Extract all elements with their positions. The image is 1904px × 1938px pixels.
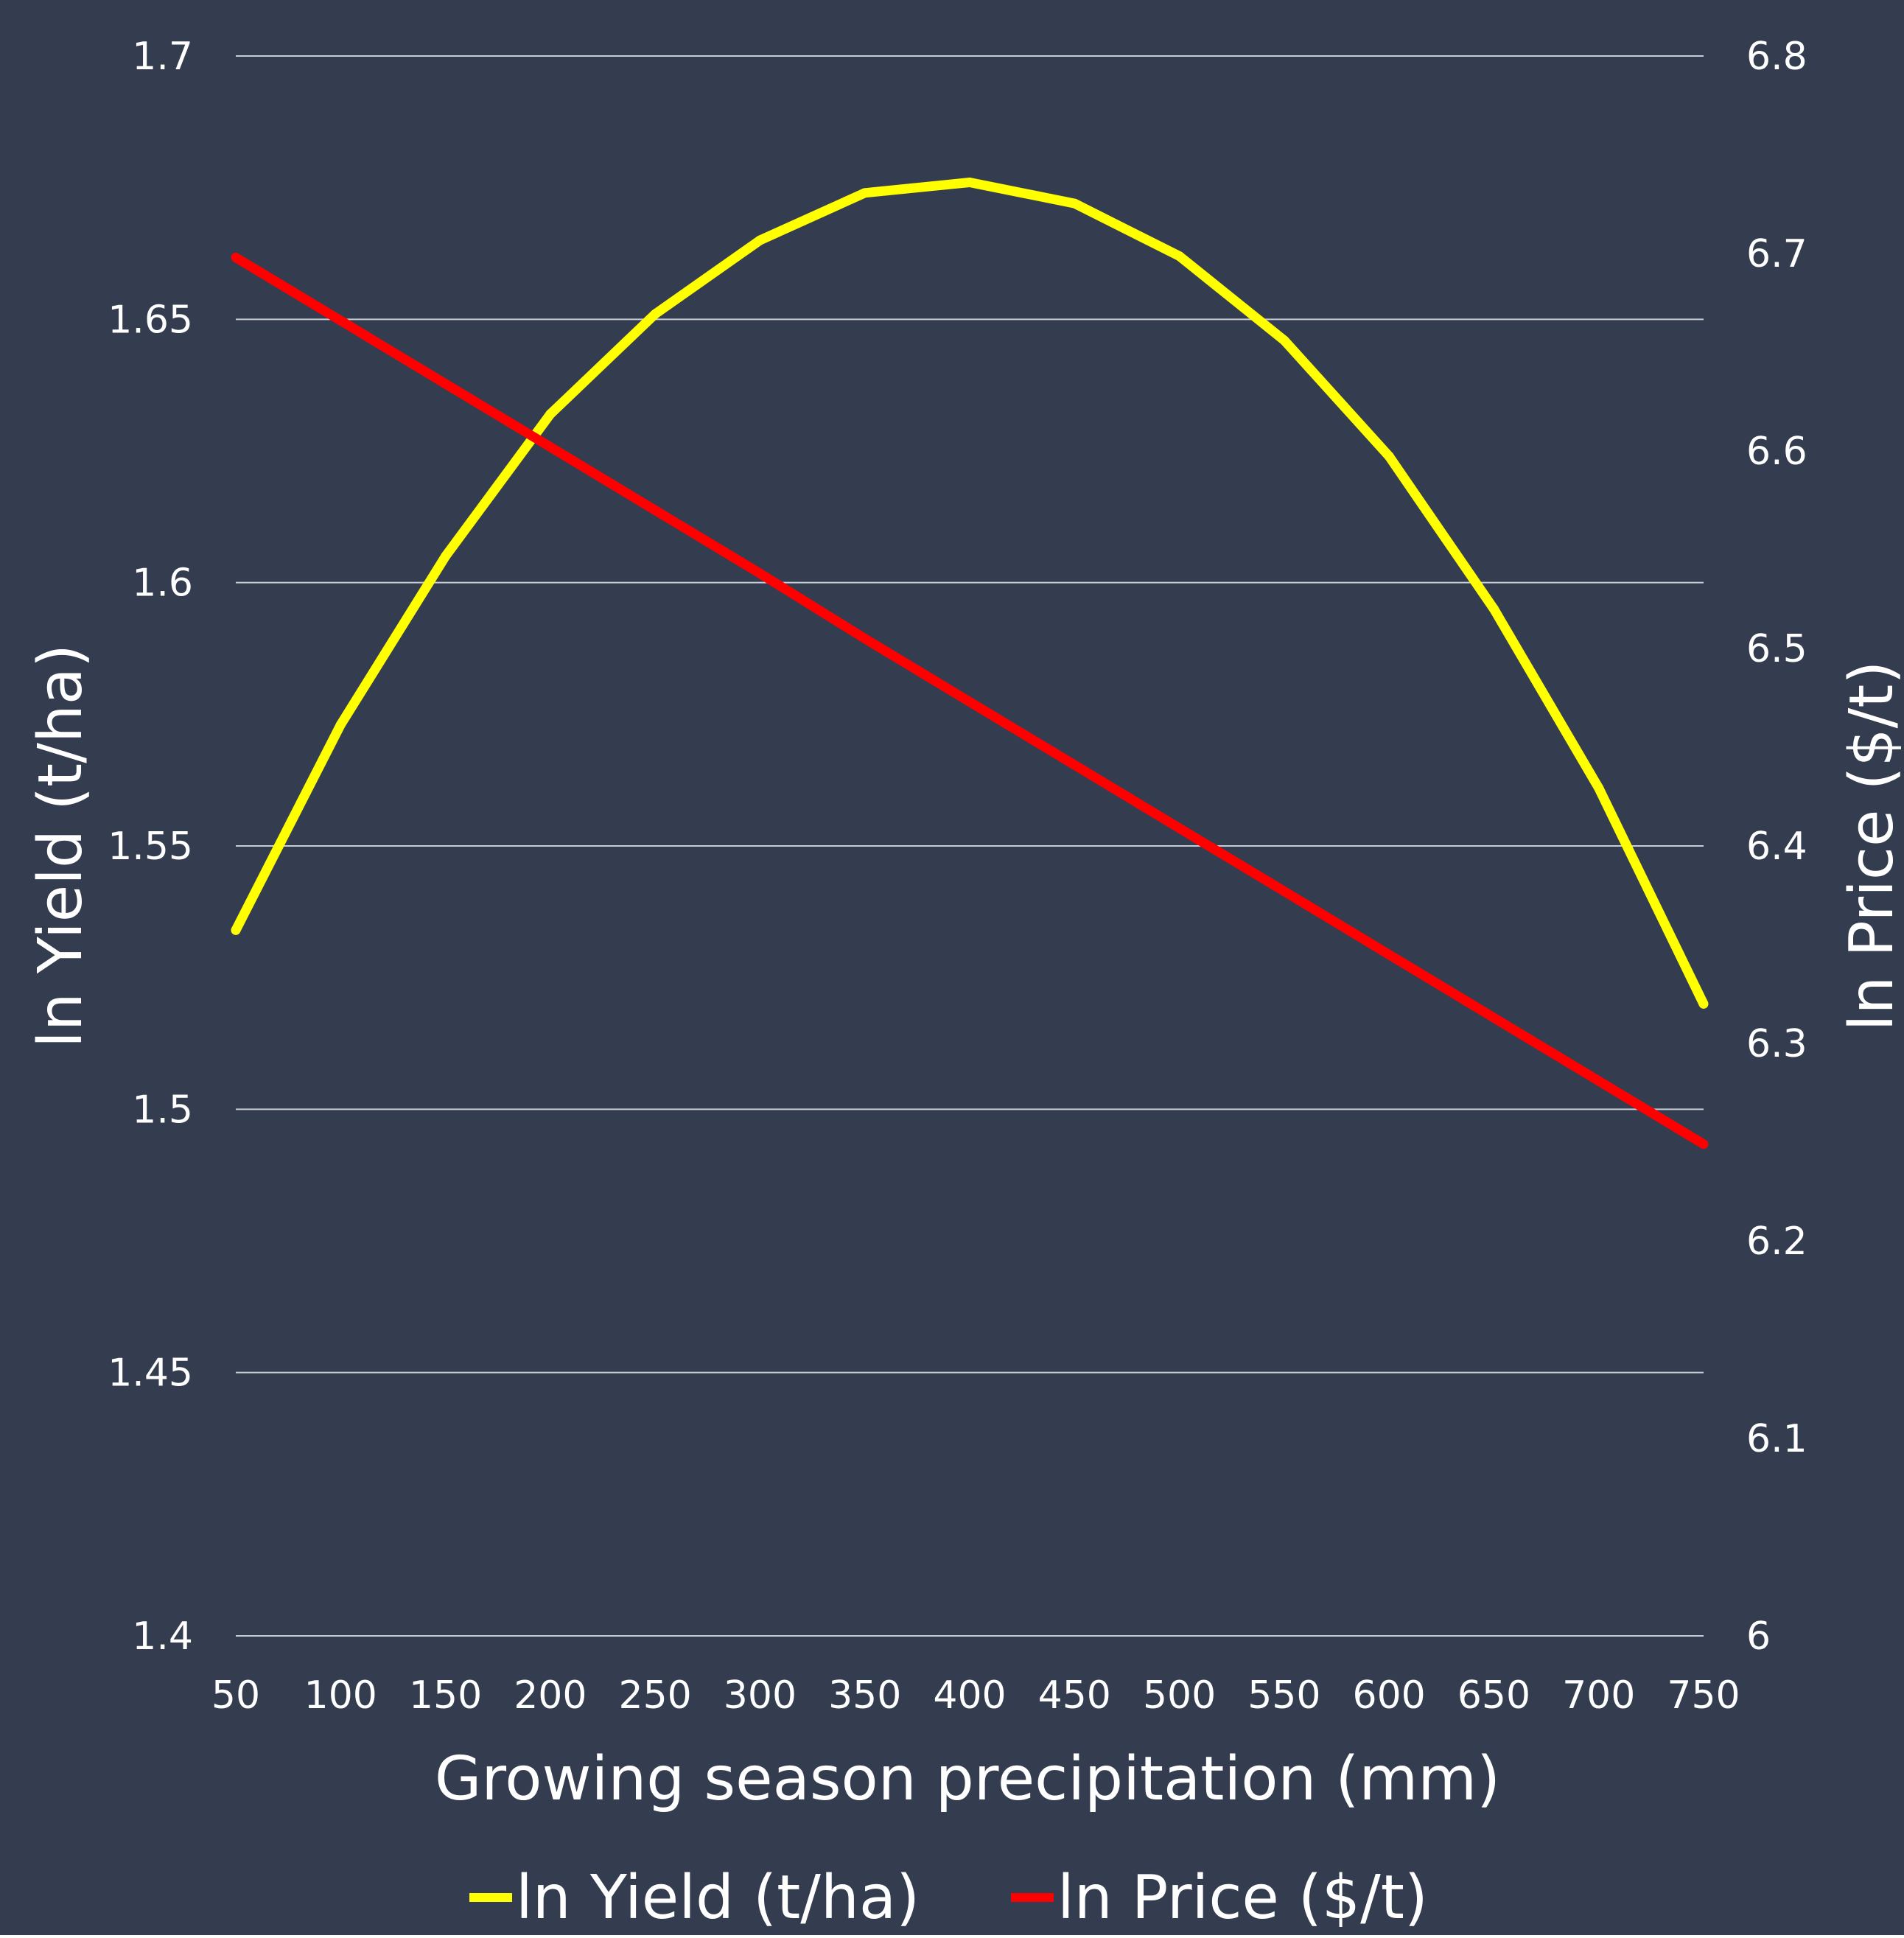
right-tick-label: 6.7 (1746, 232, 1807, 276)
legend-label-price: ln Price ($/t) (1057, 1863, 1428, 1933)
left-axis-tick-labels: 1.4 1.45 1.5 1.55 1.6 1.65 1.7 (108, 35, 193, 1659)
right-tick-label: 6.4 (1746, 825, 1807, 869)
series-lines (231, 178, 1709, 1150)
data-point-price (650, 505, 660, 515)
data-point-price (545, 442, 556, 452)
left-axis-title: ln Yield (t/ha) (26, 644, 96, 1048)
data-point-price (860, 634, 870, 644)
data-point-yield (545, 409, 556, 419)
x-tick-label: 500 (1143, 1673, 1216, 1718)
left-tick-label: 1.55 (108, 825, 193, 869)
data-point-yield (1175, 251, 1185, 262)
right-axis-tick-labels: 6 6.1 6.2 6.3 6.4 6.5 6.6 6.7 6.8 (1746, 35, 1807, 1659)
gridlines (236, 55, 1704, 1637)
x-tick-label: 700 (1562, 1673, 1635, 1718)
left-tick-label: 1.65 (108, 298, 193, 342)
left-tick-label: 1.7 (132, 35, 193, 79)
right-tick-label: 6 (1746, 1615, 1771, 1659)
data-point-price (1069, 760, 1079, 770)
data-point-yield (1069, 198, 1079, 209)
data-point-yield (1698, 998, 1709, 1009)
x-tick-label: 300 (724, 1673, 797, 1718)
data-point-yield (755, 235, 765, 245)
data-point-price (1488, 1012, 1499, 1023)
data-point-yield (1384, 451, 1394, 461)
right-tick-label: 6.3 (1746, 1022, 1807, 1066)
legend-label-yield: ln Yield (t/ha) (516, 1863, 920, 1933)
x-tick-label: 450 (1038, 1673, 1111, 1718)
data-point-price (335, 315, 346, 326)
data-point-price (965, 696, 975, 707)
right-tick-label: 6.6 (1746, 430, 1807, 474)
x-tick-label: 550 (1247, 1673, 1320, 1718)
data-point-yield (231, 925, 241, 935)
data-point-yield (1594, 783, 1604, 793)
right-tick-label: 6.1 (1746, 1417, 1807, 1461)
x-tick-label: 250 (619, 1673, 692, 1718)
x-tick-label: 200 (514, 1673, 587, 1718)
x-tick-label: 150 (409, 1673, 482, 1718)
right-tick-label: 6.5 (1746, 627, 1807, 671)
legend: ln Yield (t/ha) ln Price ($/t) (469, 1863, 1428, 1933)
left-tick-label: 1.4 (132, 1615, 193, 1659)
left-tick-label: 1.6 (132, 562, 193, 606)
data-point-price (231, 252, 241, 262)
data-point-yield (965, 178, 975, 188)
x-tick-label: 650 (1457, 1673, 1530, 1718)
x-axis-tick-labels: 50 100 150 200 250 300 350 400 450 500 550 600 650 70… (211, 1673, 1740, 1718)
x-tick-label: 100 (304, 1673, 377, 1718)
data-point-yield (335, 720, 346, 730)
data-point-price (1384, 949, 1394, 959)
x-tick-label: 400 (933, 1673, 1006, 1718)
data-point-yield (1488, 604, 1499, 614)
right-tick-label: 6.8 (1746, 35, 1807, 79)
x-axis-title: Growing season precipitation (mm) (435, 1744, 1500, 1814)
data-point-price (1594, 1076, 1604, 1086)
x-tick-label: 600 (1353, 1673, 1426, 1718)
right-axis-title: ln Price ($/t) (1837, 661, 1904, 1032)
data-point-price (441, 379, 451, 389)
data-point-yield (441, 551, 451, 562)
right-tick-label: 6.2 (1746, 1220, 1807, 1264)
x-tick-label: 350 (828, 1673, 901, 1718)
data-point-yield (1279, 335, 1289, 346)
data-point-price (1175, 823, 1185, 833)
left-tick-label: 1.5 (132, 1088, 193, 1132)
left-tick-label: 1.45 (108, 1351, 193, 1396)
data-point-price (1279, 886, 1289, 897)
data-point-price (755, 568, 765, 578)
data-point-yield (650, 309, 660, 319)
data-point-yield (860, 188, 870, 198)
x-tick-label: 750 (1667, 1673, 1740, 1718)
x-tick-label: 50 (211, 1673, 260, 1718)
data-point-price (1698, 1139, 1709, 1150)
